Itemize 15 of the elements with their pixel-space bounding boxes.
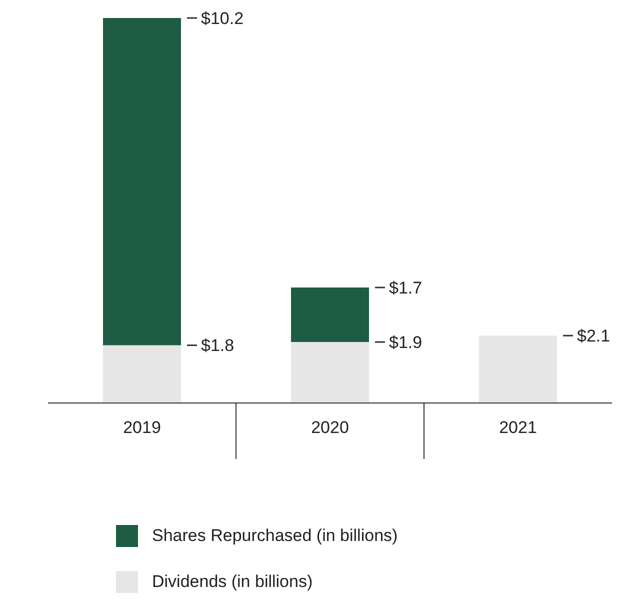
data-label: $1.9 — [389, 332, 422, 352]
bar — [103, 18, 181, 346]
data-label: $2.1 — [577, 326, 610, 346]
bar — [291, 342, 369, 403]
legend-label: Shares Repurchased (in billions) — [152, 526, 398, 546]
legend-label: Dividends (in billions) — [152, 572, 313, 592]
x-tick-label: 2020 — [311, 418, 349, 437]
bar — [479, 336, 557, 403]
x-tick-label: 2021 — [499, 418, 537, 437]
x-tick-label: 2019 — [123, 418, 161, 437]
data-label: $1.7 — [389, 278, 422, 298]
bar — [103, 345, 181, 403]
data-label: $10.2 — [201, 8, 244, 28]
data-label: $1.8 — [201, 336, 234, 356]
bar — [291, 288, 369, 342]
